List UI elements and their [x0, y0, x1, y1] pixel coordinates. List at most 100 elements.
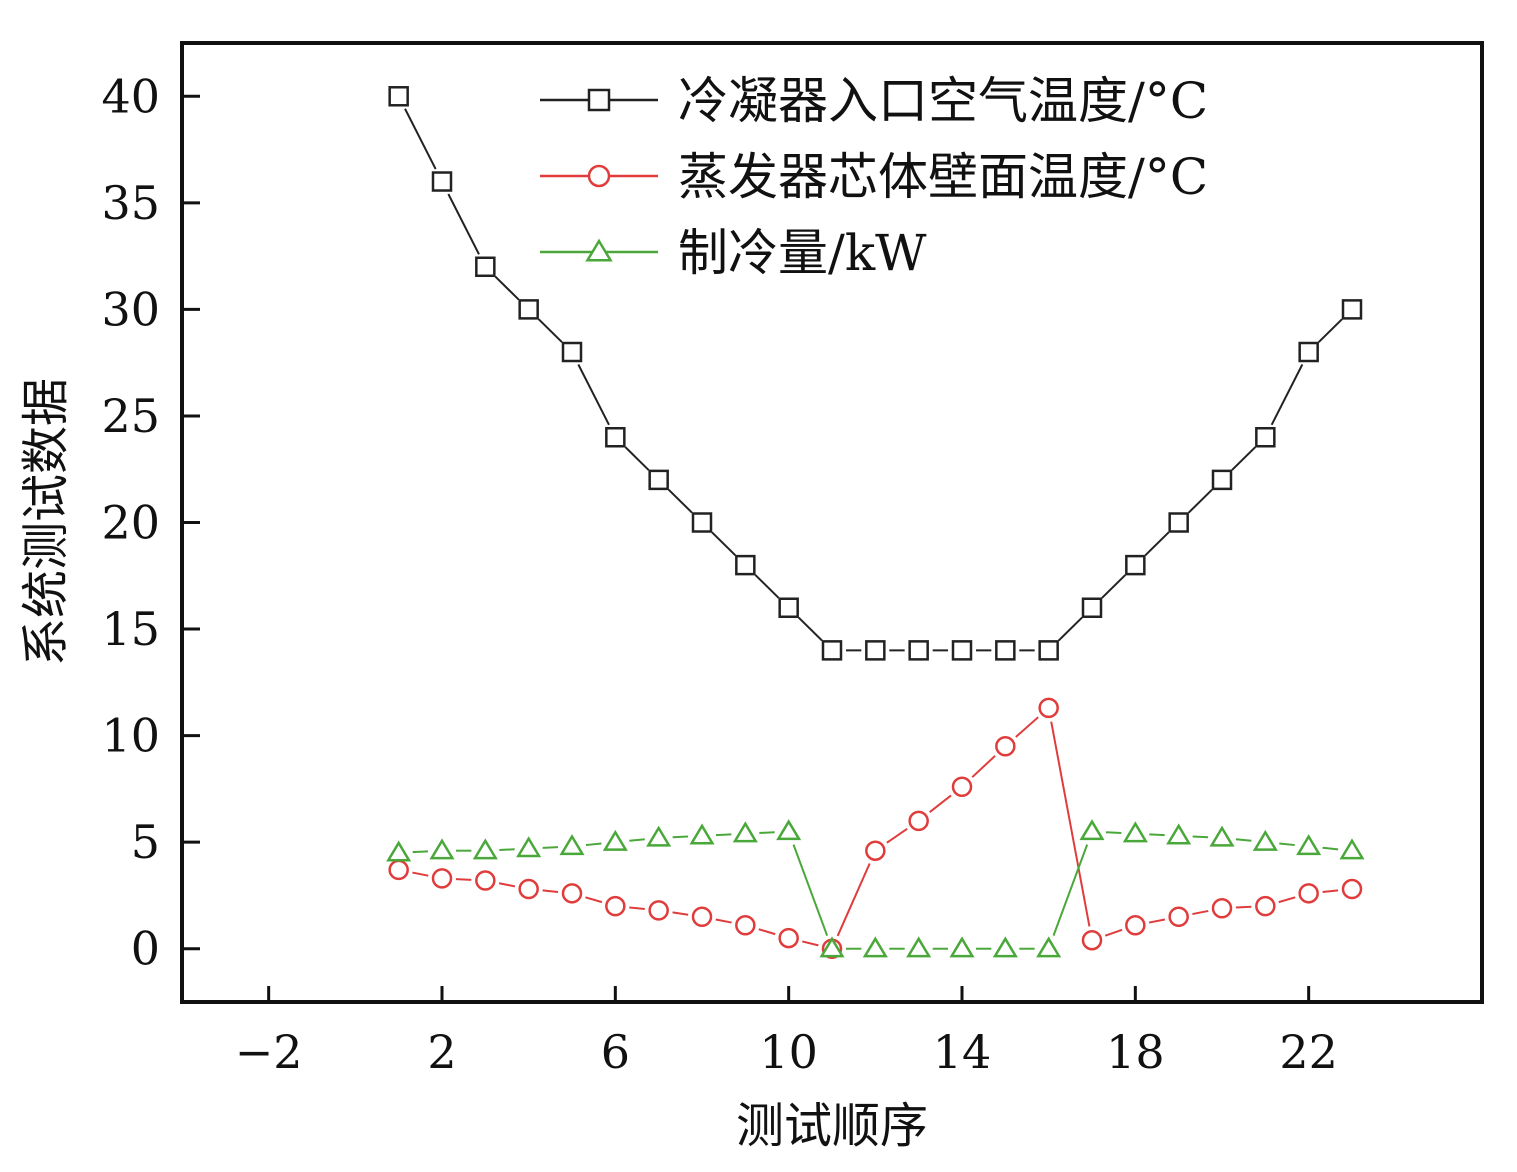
data-point — [1211, 897, 1233, 919]
legend: 冷凝器入口空气温度/°C 蒸发器芯体壁面温度/°C 制冷量/kW — [540, 72, 1208, 282]
data-point — [1122, 821, 1148, 843]
series-line-segment — [629, 838, 645, 842]
series-line-segment — [585, 896, 603, 904]
series-line-segment — [1050, 721, 1091, 927]
y-tick-label: 20 — [101, 496, 160, 550]
data-point — [732, 821, 758, 843]
data-point — [1298, 341, 1319, 363]
data-point — [386, 840, 412, 862]
legend-label: 制冷量/kW — [678, 224, 927, 282]
series-line-segment — [404, 108, 437, 170]
data-point — [431, 868, 453, 889]
data-point — [561, 883, 583, 904]
series-line — [412, 716, 1339, 947]
series-line — [412, 831, 1339, 950]
series-line-segment — [1235, 905, 1252, 909]
y-tick-label: 5 — [131, 815, 160, 869]
y-tick-label: 0 — [131, 922, 160, 976]
x-tick-label: 18 — [1106, 1025, 1165, 1079]
data-point — [1166, 823, 1192, 845]
data-point — [429, 838, 455, 860]
series-line-segment — [1105, 831, 1122, 834]
series-line-segment — [672, 911, 689, 916]
series-line-segment — [1270, 364, 1304, 426]
series-line-segment — [1322, 846, 1339, 851]
series-line-segment — [1101, 574, 1127, 599]
data-point — [951, 776, 973, 798]
series-2 — [388, 697, 1363, 959]
series-line-segment — [1104, 928, 1123, 937]
data-point — [648, 469, 669, 491]
data-point — [388, 86, 409, 107]
data-point — [992, 936, 1018, 958]
series-line-segment — [455, 878, 472, 881]
data-point — [776, 819, 802, 841]
legend-item: 制冷量/kW — [540, 224, 927, 282]
x-tick-label: 22 — [1279, 1025, 1338, 1079]
series-line-segment — [929, 794, 952, 813]
series-line-segment — [585, 842, 602, 847]
series-line-segment — [537, 318, 563, 343]
x-axis-ticks: −2 2 6 10 14 18 22 — [235, 986, 1338, 1079]
data-point — [605, 895, 626, 917]
data-point — [865, 640, 886, 661]
data-point — [949, 936, 975, 958]
data-point — [561, 341, 583, 363]
data-point — [1252, 829, 1278, 851]
series-line-segment — [499, 848, 515, 852]
data-point — [475, 256, 496, 278]
series-1 — [388, 86, 1363, 661]
series-line-segment — [1322, 889, 1339, 893]
data-point — [908, 640, 929, 661]
data-point — [1298, 883, 1319, 904]
series-line-segment — [1149, 833, 1165, 837]
x-tick-label: 10 — [759, 1025, 818, 1079]
y-tick-label: 25 — [101, 389, 160, 443]
series-line-segment — [1192, 909, 1209, 916]
series-line-segment — [1235, 838, 1252, 842]
data-point — [1339, 838, 1365, 860]
series-line-segment — [1317, 318, 1343, 343]
data-point — [1081, 597, 1103, 618]
legend-item: 冷凝器入口空气温度/°C — [540, 72, 1208, 130]
data-point — [951, 640, 973, 661]
series-line-segment — [542, 889, 559, 893]
data-point — [1038, 640, 1059, 661]
series-line-segment — [498, 882, 516, 888]
series-line-segment — [624, 446, 650, 471]
legend-label: 蒸发器芯体壁面温度/°C — [678, 148, 1208, 206]
y-tick-label: 15 — [101, 602, 160, 656]
data-point — [1036, 936, 1062, 958]
y-tick-label: 40 — [101, 69, 160, 123]
data-point — [587, 164, 611, 188]
series-line-segment — [577, 364, 610, 426]
data-point — [518, 299, 539, 320]
series-line-segment — [1144, 531, 1170, 557]
x-tick-label: 6 — [601, 1025, 630, 1079]
series-line-segment — [792, 844, 829, 936]
series-line-segment — [1278, 896, 1296, 904]
data-point — [605, 427, 626, 448]
series-line-segment — [886, 827, 908, 844]
series-3 — [386, 819, 1365, 958]
data-point — [431, 171, 453, 192]
series-line-segment — [629, 906, 645, 910]
data-point — [1255, 895, 1276, 917]
series-line-segment — [797, 616, 823, 642]
data-point — [646, 825, 672, 847]
series-line-segment — [412, 850, 429, 854]
data-point — [475, 870, 496, 891]
series-line-segment — [971, 755, 996, 778]
data-point — [906, 936, 932, 958]
x-tick-label: 14 — [933, 1025, 992, 1079]
data-point — [516, 836, 542, 858]
series-line-segment — [754, 574, 780, 599]
series-line-segment — [1015, 716, 1039, 738]
data-point — [585, 238, 613, 262]
series-line-segment — [1052, 844, 1089, 936]
series-line-segment — [494, 275, 520, 301]
series-line-segment — [1231, 446, 1257, 471]
series-line-segment — [1187, 488, 1213, 514]
series-line-segment — [759, 831, 775, 834]
